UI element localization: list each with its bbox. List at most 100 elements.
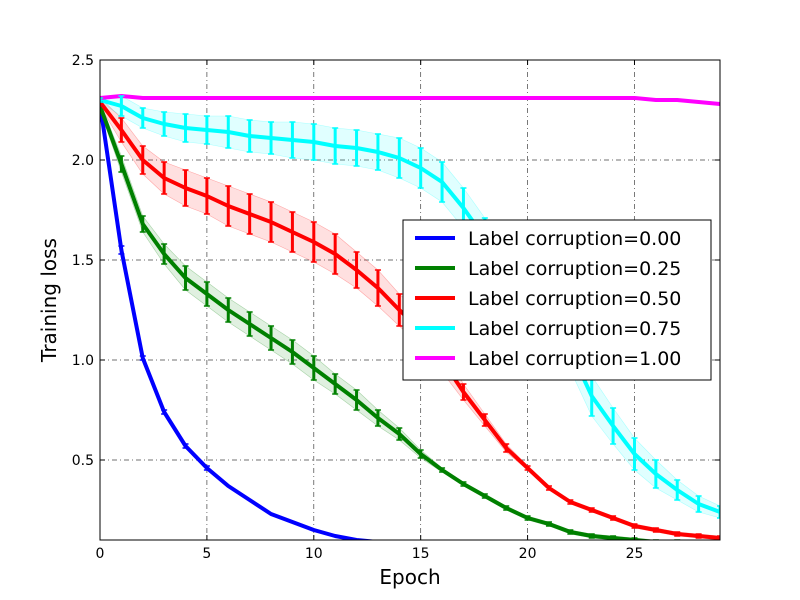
error-bar	[524, 465, 531, 471]
error-bar	[374, 409, 381, 427]
error-bar	[353, 129, 360, 167]
error-bar	[588, 533, 595, 539]
legend-label-3: Label corruption=0.75	[468, 318, 681, 340]
error-bar	[503, 443, 510, 453]
error-bar	[652, 539, 659, 540]
error-bar	[203, 115, 210, 145]
error-bar	[674, 479, 681, 501]
legend-label-2: Label corruption=0.50	[468, 288, 681, 310]
legend-label-0: Label corruption=0.00	[468, 228, 681, 250]
error-bar	[610, 515, 617, 521]
error-bar	[182, 265, 189, 291]
error-bar	[396, 293, 403, 327]
x-tick-label: 0	[96, 546, 105, 562]
error-bar	[161, 409, 168, 415]
error-bar	[182, 113, 189, 143]
error-bar	[567, 499, 574, 505]
series-line-1	[100, 105, 678, 540]
error-bar	[567, 529, 574, 535]
error-bar	[203, 177, 210, 215]
error-bar	[268, 121, 275, 155]
error-bar	[396, 427, 403, 441]
error-bar	[631, 523, 638, 529]
error-bar	[139, 355, 146, 361]
series-line-0	[100, 103, 379, 540]
error-bar	[588, 507, 595, 513]
x-tick-label: 10	[305, 546, 323, 562]
error-bar	[417, 449, 424, 459]
error-bar	[139, 107, 146, 129]
error-bar	[417, 147, 424, 189]
error-bar	[161, 161, 168, 195]
error-bar	[545, 521, 552, 527]
error-bar	[481, 493, 488, 499]
series-line-3	[100, 98, 720, 514]
error-bar	[289, 339, 296, 365]
y-tick-label: 2.5	[72, 53, 94, 69]
error-bar	[139, 145, 146, 175]
error-bar	[610, 407, 617, 445]
error-bar	[717, 505, 720, 519]
error-bar	[674, 539, 681, 540]
error-bar	[353, 389, 360, 411]
error-bar	[225, 185, 232, 227]
error-bar	[100, 97, 103, 103]
error-bar	[268, 325, 275, 351]
error-bar	[118, 155, 125, 173]
error-bar	[631, 437, 638, 471]
legend-label-4: Label corruption=1.00	[468, 348, 681, 370]
legend: Label corruption=0.00 Label corruption=0.…	[402, 219, 712, 381]
error-bar	[652, 527, 659, 533]
plot-frame	[99, 59, 721, 541]
error-bar	[332, 127, 339, 165]
series-lines	[100, 94, 720, 540]
error-bar	[545, 485, 552, 491]
error-bar	[374, 133, 381, 171]
y-tick-label: 1.5	[72, 253, 94, 269]
error-bar	[139, 215, 146, 233]
axis-ticks: 0 5 10 15 20 25 0.5 1.0 1.5 2.0 2.5	[72, 53, 720, 562]
y-tick-label: 0.5	[72, 453, 94, 469]
error-bar	[717, 542, 723, 546]
x-tick-label: 25	[626, 546, 644, 562]
error-bar	[717, 535, 720, 540]
error-bar	[225, 297, 232, 323]
series-line-4	[100, 94, 720, 106]
error-bar	[182, 443, 189, 449]
error-bar	[310, 221, 317, 263]
y-tick-label: 1.0	[72, 353, 94, 369]
error-bar	[161, 243, 168, 265]
error-bar	[460, 383, 467, 401]
error-bar	[481, 413, 488, 427]
error-bar	[203, 465, 210, 471]
error-bar	[289, 121, 296, 159]
error-bar	[246, 311, 253, 337]
x-tick-label: 20	[519, 546, 537, 562]
error-bar	[696, 542, 702, 546]
error-bar	[310, 355, 317, 381]
error-bar	[268, 201, 275, 243]
error-bar	[182, 169, 189, 207]
error-bar	[695, 495, 702, 513]
error-bar	[118, 245, 125, 255]
error-bar	[225, 115, 232, 149]
y-tick-label: 2.0	[72, 153, 94, 169]
error-bar	[652, 459, 659, 489]
error-bar	[203, 281, 210, 307]
error-bar	[246, 193, 253, 235]
error-bar	[695, 533, 702, 539]
error-bar	[118, 95, 125, 117]
x-axis-label: Epoch	[379, 565, 440, 589]
error-bar	[674, 531, 681, 537]
error-bar	[353, 251, 360, 289]
error-bar	[332, 233, 339, 275]
error-bar	[460, 481, 467, 487]
error-bar	[161, 111, 168, 137]
error-bar	[439, 161, 446, 203]
x-tick-label: 15	[412, 546, 430, 562]
error-bar	[503, 505, 510, 511]
error-bar	[310, 123, 317, 161]
error-bar	[246, 119, 253, 153]
legend-label-1: Label corruption=0.25	[468, 258, 681, 280]
y-axis-label: Training loss	[37, 238, 61, 363]
